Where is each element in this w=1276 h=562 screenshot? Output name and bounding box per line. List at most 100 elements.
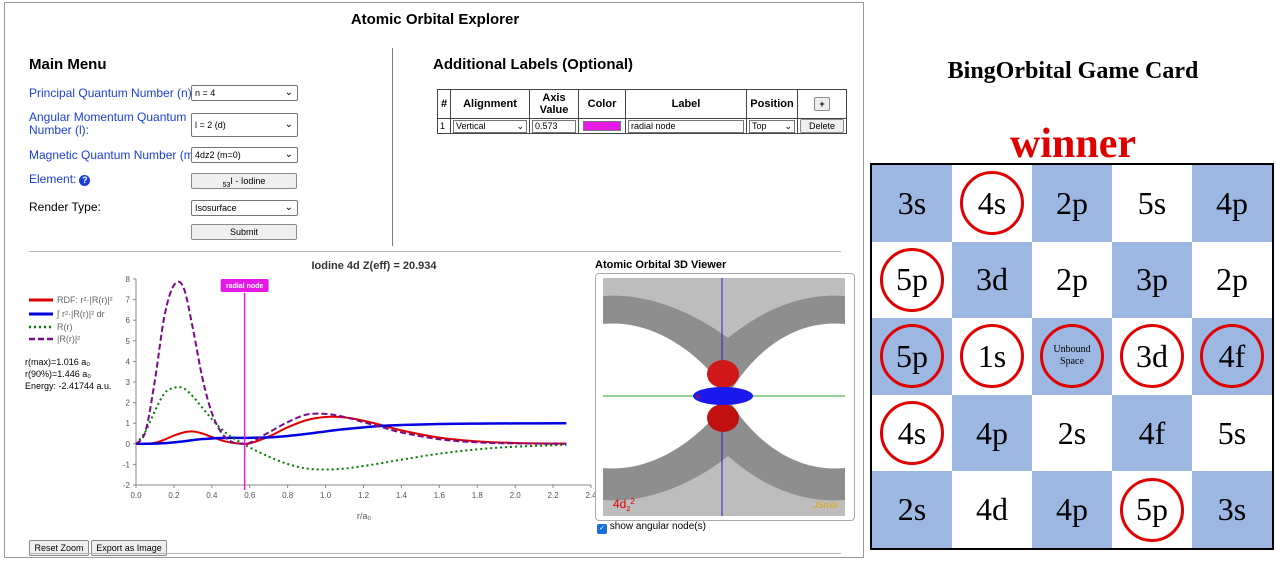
bingo-cell-label: 3d [976,261,1008,298]
y-tick-label: 0 [126,440,131,449]
position-cell: Top ⌄ [746,118,798,134]
bingo-cell[interactable]: 1s [952,318,1032,395]
bingo-cell-label: 2s [1057,414,1087,451]
x-tick-label: 0.8 [282,491,294,500]
bingo-cell[interactable]: 4s [952,165,1032,242]
bingo-cell[interactable]: 4p [1192,165,1272,242]
bingo-cell-label: 2p [1056,184,1088,221]
color-swatch[interactable] [583,121,621,131]
viewer-frame: × 4dz2 JSmol [595,273,855,521]
bingo-cell-label: 5s [1217,414,1247,451]
bingo-cell[interactable]: 5s [1192,395,1272,472]
x-tick-label: 2.4 [585,491,595,500]
bingo-cell[interactable]: 4p [1032,471,1112,548]
x-tick-label: 1.0 [320,491,332,500]
bingo-cell[interactable]: 5p [1112,471,1192,548]
bingo-cell[interactable]: 4f [1112,394,1192,472]
bingo-cell[interactable]: 3d [952,241,1032,319]
bingo-cell[interactable]: 3d [1112,318,1192,395]
marked-circle [880,401,944,466]
delete-label-button[interactable]: Delete [800,119,844,133]
marked-circle [1120,324,1184,389]
chart-series [135,280,567,471]
marked-circle [1200,324,1264,389]
bingo-cell[interactable]: 4d [952,471,1032,548]
x-tick-label: 0.6 [244,491,256,500]
position-value: Top [752,120,767,131]
render-select[interactable]: Isosurface ⌄ [191,200,298,216]
upper-cone-surface [603,278,845,396]
jsmol-brand: JSmol [813,500,838,510]
row-index: 1 [437,118,451,134]
alignment-select[interactable]: Vertical ⌄ [453,119,527,133]
series-line-3 [135,280,567,445]
bingo-grid: 3s 4s 2p 5s 4p 5p 3d 2p 3p 2p 5p 1s Unbound Space 3d 4… [870,163,1274,550]
chart-axes: 0.0 0.2 0.4 0.6 0.8 1.0 1.2 1.4 1.6 1.8 2.0 2.2 2.4 -… [123,275,595,500]
radial-node-annotation: radial node [220,279,269,490]
label-cell: radial node [625,118,747,134]
radial-node-tag [220,279,269,292]
torus-ring [693,387,753,405]
y-tick-label: 2 [126,399,131,408]
n-select[interactable]: n = 4 ⌄ [191,85,298,101]
x-tick-label: 2.0 [510,491,522,500]
marked-circle [880,324,944,389]
x-tick-label: 1.4 [396,491,408,500]
bingo-cell[interactable]: 2p [1032,165,1112,242]
bingo-cell[interactable]: 4s [872,395,952,472]
bingo-cell[interactable]: 5p [872,318,952,395]
bingo-cell[interactable]: 2s [1032,395,1112,472]
bingo-cell[interactable]: 2p [1192,242,1272,319]
bingo-cell[interactable]: 5p [872,242,952,319]
bingo-cell[interactable]: Unbound Space [1032,318,1112,395]
m-select[interactable]: 4dz2 (m=0) ⌄ [191,147,298,163]
chevron-down-icon: ⌄ [284,202,293,213]
n-label: Principal Quantum Number (n): [29,86,196,100]
axis-value-input[interactable]: 0.573 [532,119,576,133]
col-header-add: + [797,89,847,119]
legend-rr: R(r) [57,322,73,332]
add-label-button[interactable]: + [814,97,830,111]
bingo-cell-label: 3s [1217,491,1247,528]
bingo-cell[interactable]: 2p [1032,242,1112,319]
series-line-2 [135,386,567,471]
element-label: Element:? [29,173,91,186]
l-select[interactable]: l = 2 (d) ⌄ [191,113,298,137]
element-button-label: I - Iodine [230,176,266,186]
x-tick-label: 0.4 [206,491,218,500]
winner-text: winner [1010,121,1136,167]
orbital-3d-view[interactable]: × 4dz2 JSmol [603,278,845,516]
section-divider [392,48,393,246]
export-image-button[interactable]: Export as Image [91,540,167,556]
submit-button[interactable]: Submit [191,224,297,240]
bingo-cell-label: 4p [1216,184,1248,221]
m-label: Magnetic Quantum Number (ml): [29,149,203,166]
bingo-cell-label: 2p [1216,261,1248,298]
reset-zoom-button[interactable]: Reset Zoom [29,540,89,556]
bingo-cell[interactable]: 4p [952,394,1032,472]
chevron-down-icon: ⌄ [784,120,792,131]
help-icon[interactable]: ? [79,175,91,186]
main-menu-title: Main Menu [29,56,107,73]
bingo-cell[interactable]: 5s [1112,165,1192,242]
axis-value-cell: 0.573 [529,118,579,134]
lower-cone-highlight [603,456,845,516]
bingo-cell[interactable]: 2s [872,471,952,548]
angular-node-checkbox[interactable]: ✓ [597,524,607,534]
marked-circle [960,324,1024,389]
alignment-cell: Vertical ⌄ [450,118,530,134]
radial-chart[interactable]: Iodine 4d Z(eff) = 20.934 0.0 0.2 0.4 0.6 0.… [19,253,595,533]
bingo-cell[interactable]: 3s [872,165,952,242]
col-header-position: Position [746,89,798,119]
bingo-cell-label: 4p [976,414,1008,451]
element-button[interactable]: 53I - Iodine [191,173,297,189]
bingo-cell[interactable]: 3s [1192,471,1272,548]
labels-title: Additional Labels (Optional) [433,56,633,73]
legend-rr2: |R(r)|² [57,334,80,344]
position-select[interactable]: Top ⌄ [749,119,795,133]
bingo-cell[interactable]: 3p [1112,241,1192,319]
m-label-text: Magnetic Quantum Number (m [29,148,194,162]
label-input[interactable]: radial node [628,119,744,133]
bingo-cell[interactable]: 4f [1192,318,1272,395]
y-tick-label: 6 [126,316,131,325]
